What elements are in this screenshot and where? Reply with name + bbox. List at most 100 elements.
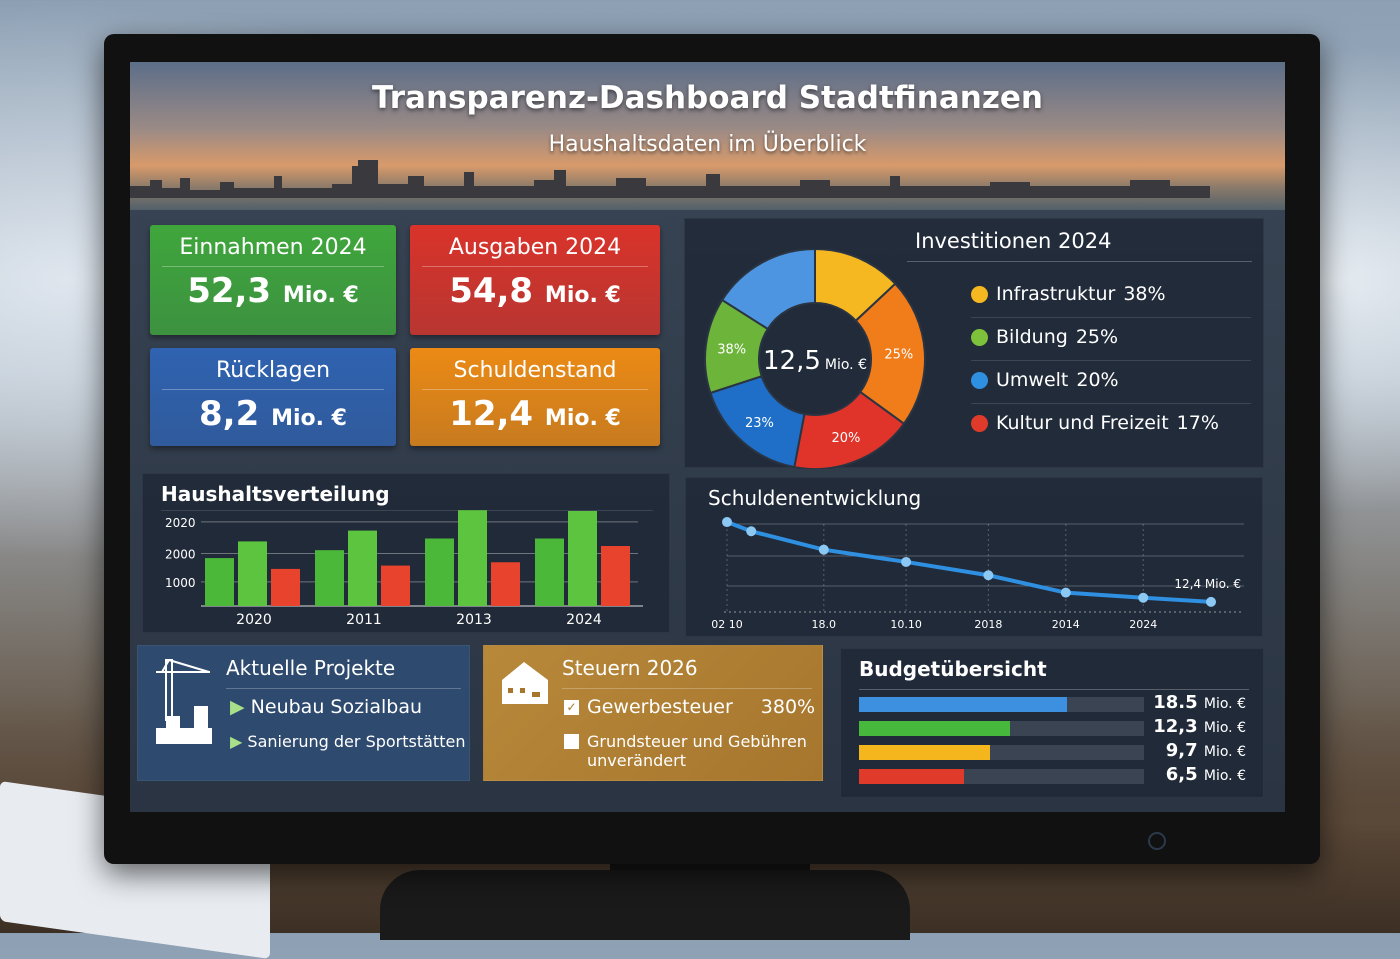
construction-crane-icon [156, 659, 212, 744]
bar [348, 530, 377, 606]
budget-progress-bar [859, 721, 1144, 736]
monitor-base [380, 870, 910, 940]
budget-distribution-title: Haushaltsverteilung [161, 482, 390, 506]
taxes-title: Steuern 2026 [562, 656, 698, 680]
bar [568, 511, 597, 606]
project-item[interactable]: ▶ Sanierung der Sportstätten [230, 732, 466, 751]
donut-segment [793, 390, 906, 469]
kpi-card-reserves: Rücklagen 8,2 Mio. € [150, 348, 396, 446]
y-tick-label: 1000 [165, 576, 196, 590]
bar [315, 550, 344, 606]
donut-segment-label: 38% [717, 342, 746, 357]
legend-item: Kultur und Freizeit 17% [971, 412, 1219, 434]
y-tick-label: 2020 [165, 516, 196, 530]
budget-value: 12,3 Mio. € [1153, 716, 1246, 737]
donut-segment-label: 20% [831, 431, 860, 446]
debt-development-line-chart: 02 10 18.0 10.10 2018 2014 2024 12,4 Mio. € [711, 517, 1244, 631]
page-subtitle: Haushaltsdaten im Überblick [548, 132, 867, 157]
budget-overview-title: Budgetübersicht [859, 657, 1047, 681]
y-tick-label: 2000 [165, 548, 196, 562]
donut-segment [814, 249, 897, 323]
donut-segment [709, 375, 806, 469]
bar [601, 546, 630, 606]
kpi-card-expenses: Ausgaben 2024 54,8 Mio. € [410, 225, 660, 335]
investments-title: Investitionen 2024 [915, 229, 1112, 253]
kpi-label: Rücklagen [162, 358, 384, 390]
legend-item: Bildung 25% [971, 326, 1118, 348]
donut-center-value: 12,5 [763, 346, 821, 376]
legend-dot-icon [971, 371, 988, 389]
debt-line [726, 520, 1212, 604]
bar [205, 558, 234, 606]
legend-dot-icon [971, 328, 988, 346]
budget-progress-bar [859, 769, 1144, 784]
x-tick-label: 02 10 [711, 618, 743, 631]
budget-overview-panel: Budgetübersicht 18.5 Mio. € 12,3 Mio. € 9,… [840, 648, 1264, 798]
kpi-label: Schuldenstand [422, 358, 648, 390]
x-tick-label: 2014 [1052, 618, 1080, 631]
kpi-label: Einnahmen 2024 [162, 235, 384, 267]
legend-item: Infrastruktur 38% [971, 283, 1166, 305]
kpi-label: Ausgaben 2024 [422, 235, 648, 267]
budget-distribution-panel: Haushaltsverteilung 2020 2000 1000 2020 2011… [142, 473, 670, 633]
bar [535, 538, 564, 606]
city-skyline [130, 160, 1210, 198]
legend-dot-icon [971, 414, 988, 432]
budget-value: 18.5 Mio. € [1153, 692, 1246, 713]
data-point [818, 544, 829, 555]
x-tick-label: 2024 [1129, 618, 1157, 631]
bar [271, 568, 300, 606]
tax-item-property-tax[interactable]: Grundsteuer und Gebühren unverändert [564, 732, 819, 770]
dashboard-screen: Transparenz-Dashboard Stadtfinanzen Haus… [130, 62, 1285, 812]
debt-development-title: Schuldenentwicklung [708, 486, 922, 510]
investments-panel: Investitionen 2024 12,5 Mio. € 25% 20% 23% 3… [684, 218, 1264, 469]
bar [458, 510, 487, 606]
x-tick-label: 2011 [346, 612, 382, 628]
power-button-icon[interactable] [1148, 832, 1166, 850]
donut-segment [854, 282, 926, 426]
project-item[interactable]: ▶ Neubau Sozialbau [230, 696, 423, 718]
bar [381, 565, 410, 606]
projects-panel: Aktuelle Projekte ▶ Neubau Sozialbau ▶ S… [137, 645, 470, 781]
kpi-value: 54,8 Mio. € [449, 271, 621, 311]
data-point [746, 526, 757, 537]
legend-item: Umwelt 20% [971, 369, 1119, 391]
kpi-value: 12,4 Mio. € [449, 394, 621, 434]
x-tick-label: 2020 [236, 612, 272, 628]
kpi-card-income: Einnahmen 2024 52,3 Mio. € [150, 225, 396, 335]
checkbox-unchecked-icon[interactable] [564, 734, 579, 749]
data-point [1138, 592, 1149, 603]
data-point [901, 556, 912, 567]
data-point [983, 570, 994, 581]
data-point [1206, 596, 1216, 607]
house-icon [502, 662, 548, 704]
debt-development-panel: Schuldenentwicklung 02 10 18.0 10.10 2018 20… [685, 477, 1263, 637]
kpi-card-debt: Schuldenstand 12,4 Mio. € [410, 348, 660, 446]
kpi-value: 52,3 Mio. € [187, 271, 359, 311]
data-point [1060, 587, 1071, 598]
donut-segment [704, 298, 770, 395]
donut-segment-label: 23% [745, 416, 774, 431]
donut-segment-label: 25% [884, 348, 913, 363]
budget-value: 6,5 Mio. € [1165, 764, 1246, 785]
budget-progress-bar [859, 745, 1144, 760]
investments-donut-chart: 12,5 Mio. € 25% 20% 23% 38% [704, 249, 926, 469]
budget-distribution-bar-chart: 2020 2000 1000 2020 2011 2013 2024 [165, 510, 643, 628]
data-point [722, 517, 732, 528]
page-title: Transparenz-Dashboard Stadtfinanzen [372, 80, 1043, 116]
header-banner: Transparenz-Dashboard Stadtfinanzen Haus… [130, 62, 1285, 210]
budget-value: 9,7 Mio. € [1165, 740, 1246, 761]
x-tick-label: 2013 [456, 612, 492, 628]
end-value-label: 12,4 Mio. € [1174, 577, 1241, 591]
x-tick-label: 2018 [974, 618, 1002, 631]
taxes-panel: Steuern 2026 ✓ Gewerbesteuer 380% Grundst… [483, 645, 823, 781]
bar [491, 562, 520, 606]
x-tick-label: 10.10 [890, 618, 922, 631]
legend-dot-icon [971, 285, 988, 303]
x-tick-label: 2024 [566, 612, 602, 628]
tax-item-trade-tax[interactable]: ✓ Gewerbesteuer 380% [564, 696, 815, 718]
bar [238, 541, 267, 606]
x-tick-label: 18.0 [812, 618, 837, 631]
checkbox-checked-icon[interactable]: ✓ [564, 699, 579, 715]
